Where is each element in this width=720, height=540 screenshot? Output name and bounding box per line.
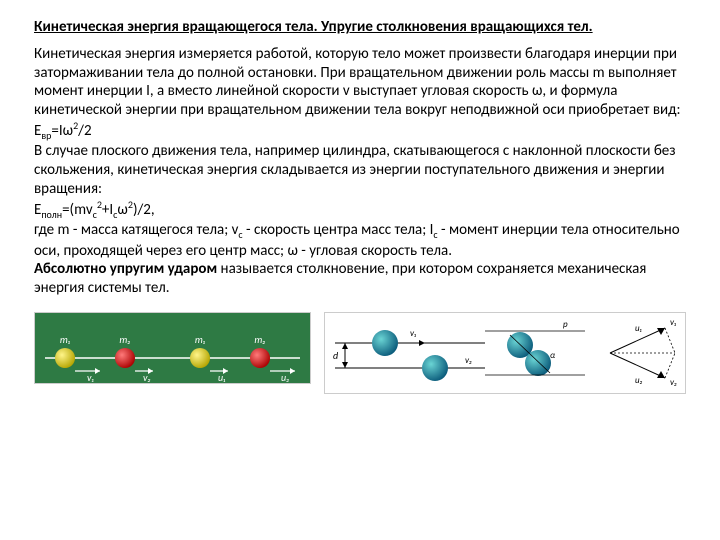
svg-text:u₁: u₁ [218, 371, 226, 384]
paragraph-3: где m - масса катящегося тела; vc - скор… [34, 221, 680, 260]
svg-text:v₂: v₂ [465, 355, 472, 366]
formula-1: Eвр=Iω2/2 [34, 122, 92, 140]
svg-text:m₁: m₁ [60, 333, 71, 346]
svg-text:v₁: v₁ [410, 328, 416, 339]
svg-text:m₁: m₁ [195, 333, 206, 346]
svg-text:d: d [333, 349, 338, 362]
svg-text:u₂: u₂ [281, 371, 290, 384]
svg-text:v₂: v₂ [670, 377, 677, 388]
svg-text:m₂: m₂ [254, 333, 265, 346]
svg-text:m₂: m₂ [119, 333, 130, 346]
page-title: Кинетическая энергия вращающегося тела. … [34, 18, 686, 37]
svg-text:u₁: u₁ [635, 323, 642, 334]
svg-text:v₁: v₁ [87, 371, 94, 384]
svg-text:u₂: u₂ [635, 375, 643, 386]
svg-text:v₂: v₂ [143, 371, 151, 384]
paragraph-4: Абсолютно упругим ударом называется стол… [34, 260, 646, 297]
svg-text:α: α [550, 350, 555, 361]
svg-text:p: p [563, 319, 568, 330]
diagram-1d-collision: m₁ m₂ v₁ v₂ m₁ m₂ u₁ u₂ [34, 312, 311, 384]
svg-text:v₁: v₁ [670, 317, 676, 328]
paragraph-2: В случае плоского движения тела, наприме… [34, 142, 676, 198]
paragraph-1: Кинетическая энергия измеряется работой,… [34, 45, 681, 119]
formula-2: Eполн=(mvc2+Icω2)/2, [34, 201, 155, 219]
body-text: Кинетическая энергия измеряется работой,… [34, 45, 686, 298]
diagram-2d-collision: v₁ v₂ d α p u₁ u₂ v₁ v₂ [324, 312, 686, 394]
diagram-row: m₁ m₂ v₁ v₂ m₁ m₂ u₁ u₂ [34, 312, 686, 394]
